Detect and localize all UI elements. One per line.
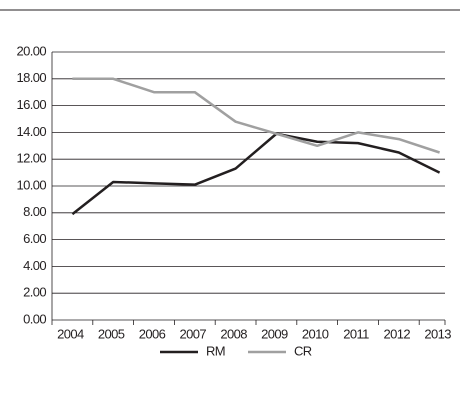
x-tick-label: 2011 (343, 326, 369, 341)
y-tick-label: 6.00 (23, 231, 46, 246)
x-tick-label: 2005 (98, 326, 125, 341)
line-series (71, 132, 441, 216)
x-tick-label: 2013 (424, 326, 451, 341)
y-tick-label: 10.00 (16, 177, 46, 192)
y-tick-label: 2.00 (23, 285, 46, 300)
y-tick-label: 12.00 (16, 151, 46, 166)
y-tick-label: 14.00 (16, 124, 46, 139)
y-tick-label: 18.00 (16, 70, 46, 85)
x-tick-label: 2006 (139, 326, 166, 341)
x-tick-label: 2004 (57, 326, 84, 341)
y-tick-label: 0.00 (23, 311, 46, 326)
y-tick-label: 16.00 (16, 97, 46, 112)
x-tick-label: 2012 (384, 326, 411, 341)
legend-label: RM (206, 343, 225, 358)
x-tick-label: 2007 (180, 326, 207, 341)
line-series (72, 77, 440, 154)
y-tick-label: 8.00 (23, 204, 46, 219)
legend-label: CR (294, 343, 312, 358)
x-tick-label: 2009 (261, 326, 288, 341)
y-tick-label: 4.00 (23, 258, 46, 273)
y-tick-label: 20.00 (16, 43, 46, 58)
x-tick-label: 2010 (302, 326, 329, 341)
x-tick-label: 2008 (220, 326, 247, 341)
